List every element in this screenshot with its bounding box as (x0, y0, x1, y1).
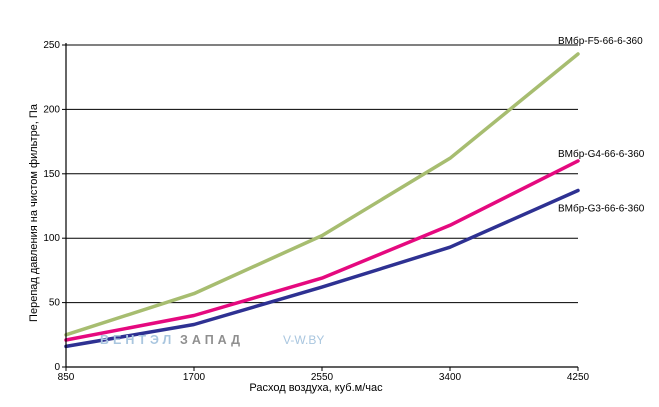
x-tick-label-1700: 1700 (183, 372, 206, 383)
y-tick-label-200: 200 (43, 104, 60, 115)
series-line-3 (64, 188, 580, 349)
grid-lines (66, 44, 578, 304)
x-tick-label-3400: 3400 (439, 372, 462, 383)
watermark-site: V-W.BY (283, 333, 324, 347)
series-labels: ВМбр-F5-66-6-360 ВМбр-G4-66-6-360 ВМбр-G3-… (558, 35, 645, 215)
series-label-1: ВМбр-F5-66-6-360 (558, 35, 643, 47)
y-tick-label-100: 100 (43, 233, 60, 244)
series-line-2 (64, 159, 580, 342)
tick-labels: 0 50 100 150 200 250 850 1700 2550 3400 4250 (43, 40, 589, 383)
x-axis-title: Расход воздуха, куб.м/час (249, 382, 383, 394)
watermark-brand-a: ВЕНТЭЛ (100, 333, 175, 347)
y-tick-label-0: 0 (54, 362, 60, 373)
y-tick-label-150: 150 (43, 169, 60, 180)
series-line-1 (64, 52, 580, 337)
x-tick-label-2550: 2550 (311, 372, 334, 383)
series-label-2: ВМбр-G4-66-6-360 (558, 148, 645, 160)
y-tick-label-50: 50 (49, 298, 61, 309)
watermark-brand-b: ЗАПАД (180, 333, 244, 347)
y-axis-title: Перепад давления на чистом фильтре, Па (28, 103, 40, 322)
x-tick-label-4250: 4250 (567, 372, 590, 383)
axes (62, 43, 579, 371)
series-lines (64, 52, 580, 349)
x-tick-label-850: 850 (58, 372, 75, 383)
series-label-3: ВМбр-G3-66-6-360 (558, 203, 645, 215)
y-tick-label-250: 250 (43, 40, 60, 51)
watermark: ВЕНТЭЛ ЗАПАД V-W.BY (100, 333, 324, 347)
